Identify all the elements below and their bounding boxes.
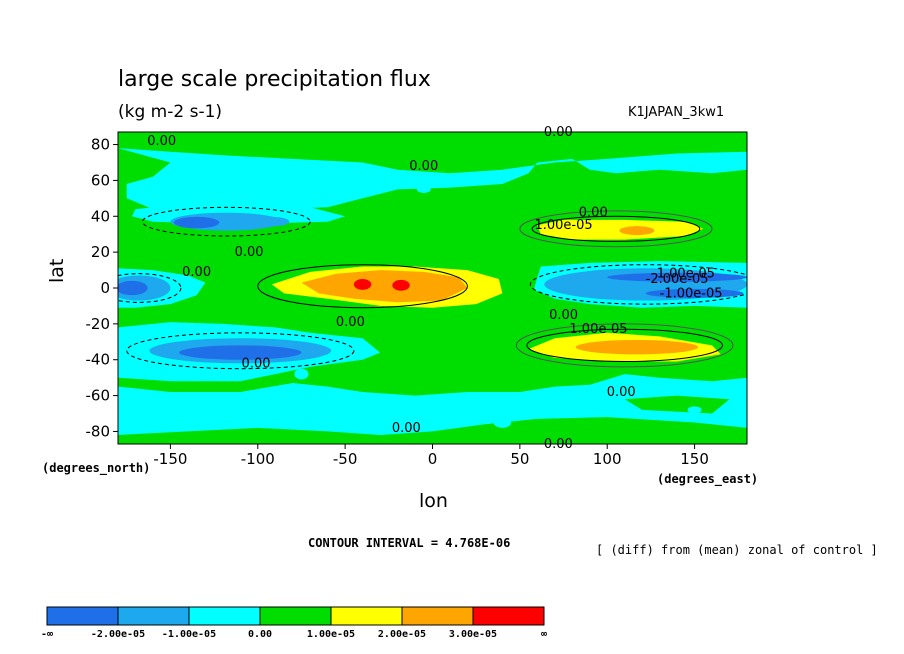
colorbar-swatch	[117, 606, 190, 626]
contour-label: 0.00	[544, 125, 573, 140]
experiment-label: K1JAPAN_3kw1	[628, 105, 725, 120]
contour-label: 0.00	[409, 159, 438, 174]
contour-line	[515, 323, 734, 368]
contour-line	[141, 206, 311, 237]
cyan-patch	[493, 417, 512, 428]
contour-label: 0.00	[392, 421, 421, 436]
contour-line	[526, 328, 724, 363]
colorbar-label: -1.00e-05	[162, 629, 216, 640]
colorbar-swatch	[401, 606, 474, 626]
eq-pos-red-2	[392, 279, 410, 291]
contour-label: 0.00	[549, 308, 578, 323]
contour-label: 0.00	[182, 265, 211, 280]
contour-line	[531, 215, 701, 242]
y-tick-label: 20	[91, 243, 110, 261]
colorbar-label: -2.00e-05	[91, 629, 145, 640]
chart-title: large scale precipitation flux	[118, 67, 431, 92]
contour-label: 0.00	[235, 245, 264, 260]
diff-note: [ (diff) from (mean) zonal of control ]	[596, 543, 878, 557]
y-tick-label: -40	[86, 351, 111, 369]
north-low-blue-2	[261, 217, 290, 227]
x-tick-label: -100	[241, 450, 275, 468]
south-green-patch	[624, 395, 730, 414]
contour-label: 0.00	[336, 315, 365, 330]
north-cyan-region	[118, 148, 747, 211]
y-tick-label: 40	[91, 207, 110, 225]
eq-pos-orange	[301, 270, 468, 303]
x-axis-label: lon	[419, 490, 448, 512]
cyan-patch	[406, 417, 424, 425]
south-pos-orange	[575, 340, 699, 355]
contour-line	[519, 210, 713, 248]
contour-label: 0.00	[607, 385, 636, 400]
x-units-label: (degrees_east)	[657, 472, 759, 486]
north-min-blue	[173, 216, 220, 229]
east-eq-min-south	[645, 288, 744, 298]
south-polar-strip	[118, 431, 747, 444]
west-eq-min	[118, 280, 148, 296]
colorbar-swatch	[330, 606, 403, 626]
y-tick-label: 0	[100, 279, 110, 297]
contour-label: 1.00e-05	[534, 218, 592, 233]
colorbar-swatch	[259, 606, 332, 626]
eq-pos-red-1	[353, 279, 372, 290]
colorbar-swatch	[188, 606, 261, 626]
contour-label: -2.00e-05	[646, 272, 709, 287]
south-cyan-band	[118, 374, 747, 435]
colorbar-label: 0.00	[248, 629, 272, 640]
y-units-label: (degrees_north)	[42, 461, 151, 475]
contour-label: -1.00e-05	[660, 286, 723, 301]
contour-label: 1.00e-05	[657, 267, 715, 282]
x-tick-label: -50	[333, 450, 358, 468]
x-tick-label: -150	[153, 450, 187, 468]
contour-line	[126, 332, 355, 370]
x-tick-label: 50	[510, 450, 529, 468]
x-tick-label: 100	[593, 450, 622, 468]
x-tick-label: 150	[680, 450, 709, 468]
y-tick-label: -60	[86, 387, 111, 405]
contour-label: 0.00	[242, 356, 271, 371]
contour-label: 0.00	[544, 437, 573, 452]
cyan-patch	[161, 171, 180, 183]
colorbar-label: ∞	[541, 629, 547, 640]
colorbar-swatch	[472, 606, 545, 626]
cyan-patch	[294, 368, 309, 380]
north-pos-orange	[619, 226, 655, 236]
colorbar-label: 2.00e-05	[378, 629, 426, 640]
south-min-blue	[179, 345, 302, 360]
contour-label: 0.00	[147, 134, 176, 149]
colorbar-label: 3.00e-05	[449, 629, 497, 640]
east-eq-min-north	[607, 272, 747, 282]
contour-line	[529, 264, 747, 305]
x-tick-label: 0	[428, 450, 438, 468]
y-tick-label: 60	[91, 171, 110, 189]
y-tick-label: -80	[86, 422, 111, 440]
cyan-patch	[416, 185, 431, 193]
y-tick-label: -20	[86, 315, 111, 333]
cyan-patch	[441, 180, 459, 188]
y-tick-label: 80	[91, 136, 110, 154]
cyan-patch	[687, 406, 702, 414]
contour-line	[118, 273, 182, 303]
contour-label: 1.00e-05	[569, 322, 627, 337]
colorbar-swatch	[46, 606, 119, 626]
chart-units: (kg m-2 s-1)	[118, 102, 223, 122]
contour-line	[257, 264, 468, 309]
contour-interval: CONTOUR INTERVAL = 4.768E-06	[308, 536, 511, 550]
contour-label: 0.00	[579, 206, 608, 221]
colorbar-label: 1.00e-05	[307, 629, 355, 640]
colorbar-label: -∞	[41, 629, 53, 640]
cyan-patch	[352, 411, 374, 423]
